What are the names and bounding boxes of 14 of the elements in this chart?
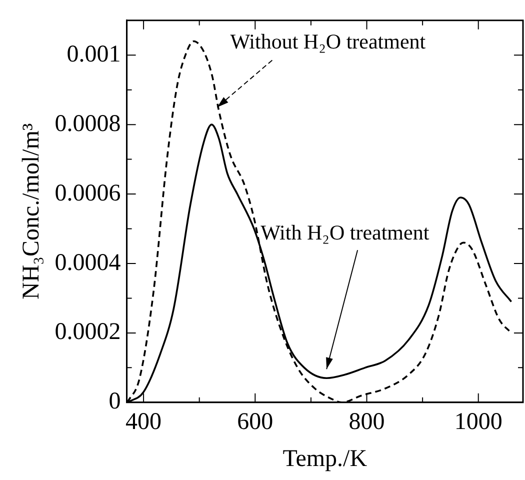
x-axis-title: Temp./K [282,446,368,472]
annotation: With H₂O treatment [260,220,430,245]
x-tick-label: 400 [126,409,162,436]
x-tick-label: 1000 [454,409,502,436]
y-tick-label: 0.0008 [54,110,121,137]
x-tick-label: 600 [237,409,274,436]
annotation: Without H₂O treatment [230,30,426,54]
y-tick-label: 0.0002 [54,319,121,346]
y-tick-label: 0 [108,388,121,415]
y-tick-label: 0.0006 [54,180,121,206]
y-tick-label: 0.0004 [54,250,121,276]
y-tick-label: 0.001 [66,41,121,68]
y-axis-title: NH₃Conc./mol/m³ [18,123,45,300]
x-tick-label: 800 [348,409,385,436]
